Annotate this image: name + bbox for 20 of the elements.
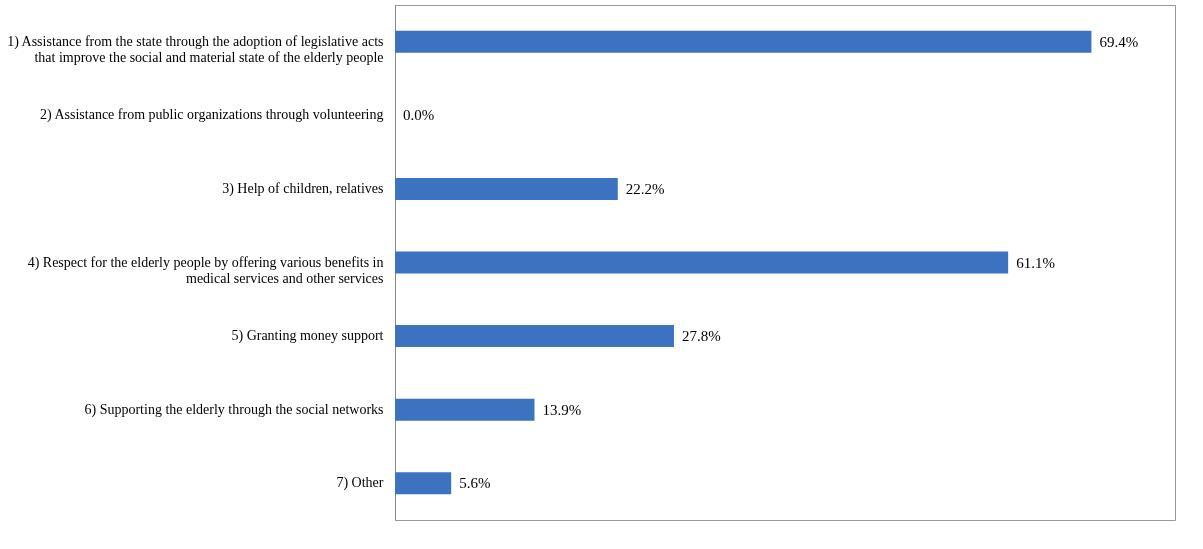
y-tick-label: 3) Help of children, relatives [222, 180, 384, 197]
data-label: 5.6% [459, 475, 491, 492]
y-tick-label: 4) Respect for the elderly people by offering various benefits in medical services and other services [27, 254, 384, 286]
data-label: 27.8% [681, 328, 721, 345]
data-label: 61.1% [1016, 254, 1055, 271]
data-label: 0.0% [403, 107, 435, 124]
y-tick-label: 6) Supporting the elderly through the social networks [84, 401, 384, 418]
y-tick-label: 1) Assistance from the state through the adoption of legislative acts that improve the social and material state of the elderly people [7, 33, 384, 65]
y-tick-label: 2) Assistance from public organizations through volunteering [40, 107, 384, 124]
data-label: 13.9% [542, 401, 582, 418]
bar [395, 472, 452, 495]
bar [395, 325, 674, 348]
bar [395, 177, 618, 200]
bar [395, 251, 1009, 274]
data-label: 22.2% [625, 180, 665, 197]
y-tick-label: 7) Other [336, 475, 384, 492]
data-label: 69.4% [1099, 33, 1139, 50]
bar [395, 398, 535, 421]
y-tick-label: 5) Granting money support [231, 328, 384, 345]
bar [395, 30, 1092, 53]
